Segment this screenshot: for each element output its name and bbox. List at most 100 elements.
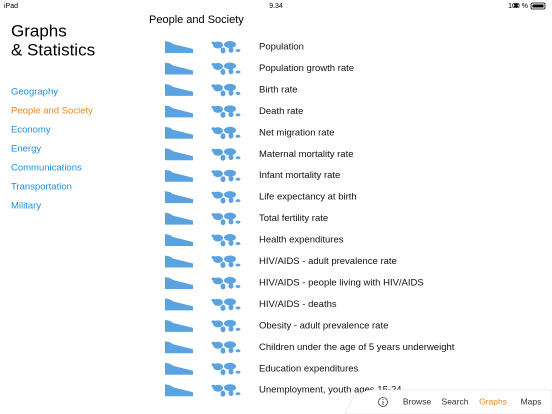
list-row[interactable]: Total fertility rate [165, 212, 328, 226]
row-label: Education expenditures [259, 363, 359, 374]
map-shape [213, 384, 223, 392]
map-shape [220, 369, 226, 376]
row-label: Total fertility rate [259, 213, 328, 224]
map-shape [220, 90, 226, 97]
map-shape [235, 349, 241, 353]
map-shape [220, 326, 226, 333]
map-shape [235, 392, 241, 396]
map-shape [211, 320, 216, 324]
list-row[interactable]: Net migration rate [165, 126, 335, 140]
battery-icon [530, 2, 546, 10]
map-shape [228, 304, 234, 311]
list-row[interactable]: Maternal mortality rate [165, 148, 354, 161]
map-shape [224, 212, 236, 220]
map-shape [213, 213, 223, 221]
map-shape [213, 84, 223, 92]
map-shape [224, 341, 236, 349]
sidebar-title: Graphs [11, 21, 67, 40]
map-shape [235, 113, 241, 117]
map-shape [220, 304, 226, 311]
row-label: HIV/AIDS - adult prevalence rate [259, 256, 397, 267]
map-shape [213, 277, 223, 285]
map-icon [211, 298, 241, 311]
map-shape [211, 105, 216, 109]
graph-icon [165, 276, 193, 289]
map-shape [211, 170, 216, 174]
map-shape [211, 298, 216, 302]
nav-item[interactable]: Energy [11, 144, 41, 155]
list-row[interactable]: Death rate [165, 105, 303, 118]
nav-item[interactable]: People and Society [11, 106, 93, 117]
map-shape [224, 255, 236, 263]
list-row[interactable]: Birth rate [165, 83, 298, 97]
list-row[interactable]: Unemployment, youth ages 15-24 [165, 384, 402, 397]
list-row[interactable]: Life expectancy at birth [165, 191, 357, 204]
map-shape [235, 177, 241, 181]
tab-item[interactable]: Search [442, 396, 469, 406]
list-row[interactable]: HIV/AIDS - people living with HIV/AIDS [165, 276, 424, 290]
map-shape [228, 283, 234, 289]
map-shape [213, 363, 223, 371]
graph-icon [165, 384, 193, 397]
map-icon [211, 341, 241, 354]
map-shape [235, 242, 241, 246]
list-row[interactable]: HIV/AIDS - deaths [165, 298, 337, 311]
nav-item[interactable]: Military [11, 201, 41, 212]
list-row[interactable]: HIV/AIDS - adult prevalence rate [165, 255, 397, 269]
map-shape [228, 347, 234, 354]
graph-icon [165, 255, 193, 268]
map-shape [224, 41, 236, 48]
list-row[interactable]: Health expenditures [165, 234, 344, 247]
map-shape [213, 105, 223, 113]
map-shape [224, 319, 236, 327]
graph-icon [165, 191, 193, 204]
nav-item[interactable]: Economy [11, 125, 51, 136]
map-shape [224, 105, 236, 113]
list-row[interactable]: Population growth rate [165, 62, 354, 75]
info-button[interactable] [378, 397, 388, 407]
list-row[interactable]: Obesity - adult prevalence rate [165, 319, 388, 333]
map-shape [213, 234, 223, 242]
map-shape [213, 170, 223, 178]
map-shape [213, 148, 223, 156]
list-row[interactable]: Infant mortality rate [165, 169, 340, 183]
map-shape [235, 220, 241, 224]
info-glyph [382, 398, 384, 400]
tab-item[interactable]: Browse [403, 396, 432, 406]
map-shape [211, 384, 216, 388]
map-shape [220, 197, 226, 204]
graph-icon [165, 362, 193, 375]
map-shape [235, 263, 241, 267]
graph-icon [165, 319, 193, 332]
map-shape [235, 327, 241, 331]
map-shape [211, 234, 216, 238]
row-label: Maternal mortality rate [259, 149, 354, 160]
map-shape [228, 90, 234, 96]
map-shape [213, 191, 223, 199]
row-label: Unemployment, youth ages 15-24 [259, 385, 402, 396]
map-shape [228, 218, 234, 225]
nav-item[interactable]: Communications [11, 163, 82, 174]
map-shape [213, 41, 223, 49]
map-shape [220, 176, 226, 183]
row-label: HIV/AIDS - deaths [259, 299, 337, 310]
list-row[interactable]: Education expenditures [165, 362, 359, 376]
map-shape [211, 148, 216, 152]
nav-item[interactable]: Transportation [11, 182, 72, 193]
map-icon [211, 362, 241, 376]
map-icon [211, 319, 241, 333]
nav-item[interactable]: Geography [11, 87, 58, 98]
map-shape [220, 219, 226, 226]
device-label: iPad [4, 3, 18, 10]
list-row[interactable]: Children under the age of 5 years underw… [165, 341, 455, 354]
map-shape [213, 341, 223, 349]
map-shape [228, 175, 234, 182]
map-shape [228, 111, 234, 118]
list-row[interactable]: Population [165, 41, 304, 54]
map-icon [211, 126, 241, 140]
map-icon [211, 234, 241, 247]
graph-icon [165, 83, 193, 96]
tab-item[interactable]: Graphs [479, 396, 507, 406]
tab-item[interactable]: Maps [521, 396, 542, 406]
